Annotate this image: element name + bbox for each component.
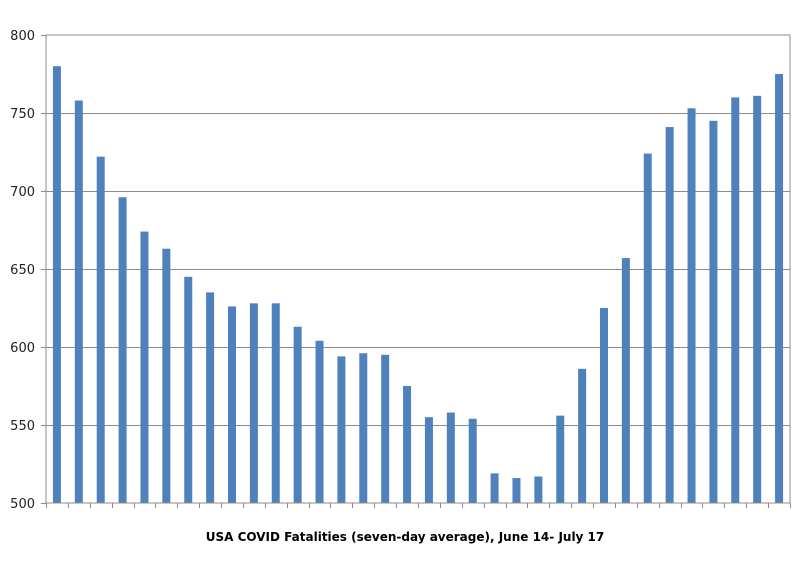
y-tick-label: 750 — [10, 107, 35, 122]
gridlines — [46, 113, 790, 426]
axes — [41, 34, 791, 508]
bar — [468, 418, 477, 503]
bar — [140, 231, 149, 503]
y-tick-label: 550 — [10, 419, 35, 434]
bar — [731, 97, 740, 504]
bar — [381, 354, 390, 503]
bar — [249, 303, 258, 503]
bar — [600, 308, 608, 503]
bar — [665, 127, 674, 503]
y-tick-label: 650 — [10, 263, 35, 278]
bar — [271, 303, 280, 503]
bars — [52, 66, 784, 504]
y-tick-label: 700 — [10, 185, 35, 200]
bar — [337, 356, 346, 503]
bar — [687, 108, 696, 503]
bar — [162, 248, 171, 503]
bar — [775, 74, 784, 503]
bar — [490, 473, 499, 503]
bar — [118, 197, 127, 504]
bar — [315, 340, 324, 503]
y-tick-label: 800 — [10, 29, 35, 44]
y-tick-labels: 500 550 600 650 700 750 800 — [10, 29, 35, 512]
bar — [709, 120, 718, 504]
y-tick-label: 600 — [10, 341, 35, 356]
bar — [403, 386, 412, 503]
bar — [643, 153, 652, 503]
bar — [52, 66, 61, 503]
bar — [184, 276, 193, 503]
bar — [293, 326, 302, 503]
bar — [621, 258, 630, 503]
x-axis-title: USA COVID Fatalities (seven-day average)… — [206, 530, 605, 544]
bar — [534, 476, 543, 503]
bar — [446, 412, 455, 503]
bar — [206, 292, 215, 503]
bar — [359, 353, 368, 503]
bar — [96, 156, 105, 503]
bar — [556, 415, 565, 503]
bar — [74, 100, 83, 504]
bar — [424, 417, 433, 503]
bar — [228, 306, 236, 503]
y-tick-label: 500 — [10, 497, 35, 512]
bar — [578, 368, 587, 503]
bar — [753, 95, 762, 503]
bar — [512, 478, 521, 503]
